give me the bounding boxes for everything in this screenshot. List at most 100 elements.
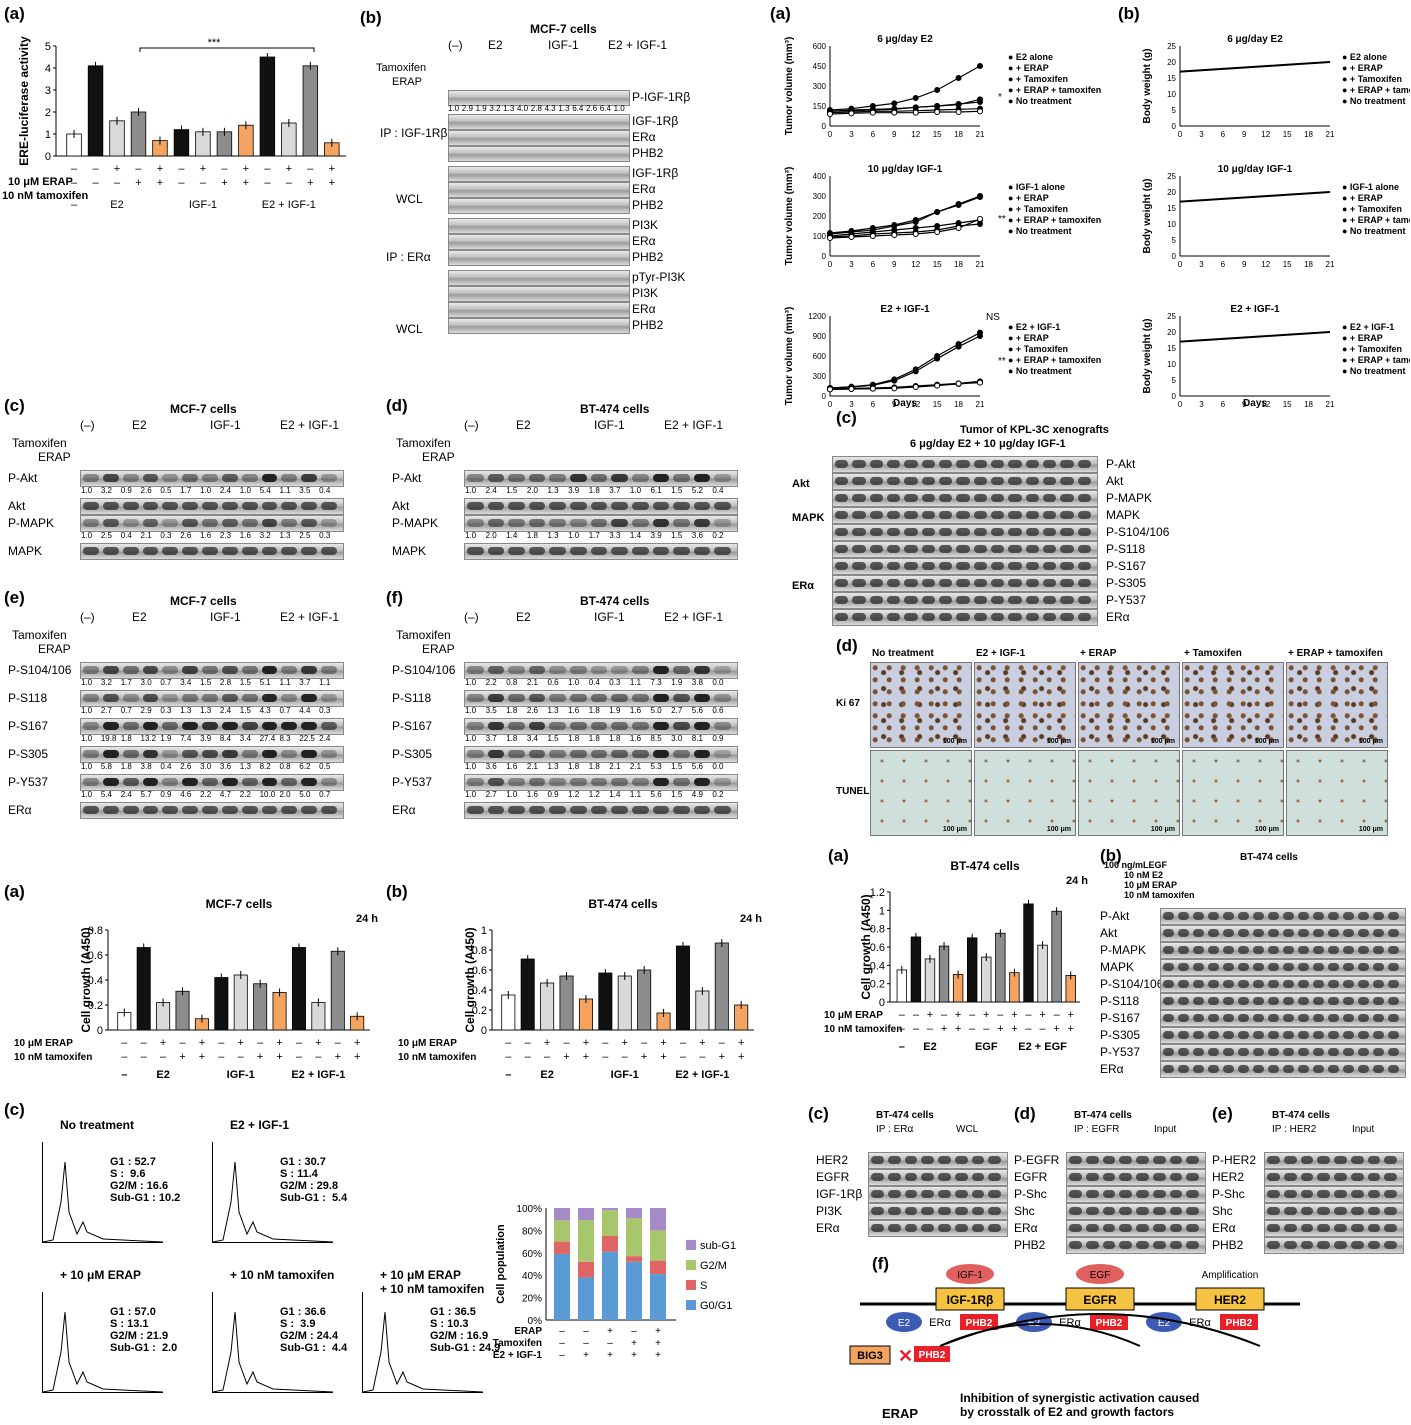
band <box>83 474 99 482</box>
quant-value: 1.1 <box>629 790 642 799</box>
y-axis-label: Cell growth (A450) <box>859 894 873 999</box>
band <box>1193 1014 1204 1022</box>
sign: + <box>738 1051 744 1063</box>
sign: + <box>641 1051 647 1063</box>
band-label: Akt <box>1100 926 1118 940</box>
band-label: P-HER2 <box>1212 1153 1257 1167</box>
quant-value: 1.3 <box>239 762 251 771</box>
band <box>673 694 690 702</box>
sign: – <box>141 1037 148 1049</box>
quant-value: 1.5 <box>239 678 251 687</box>
band <box>611 694 628 702</box>
band-label: P-S167 <box>1100 1011 1141 1025</box>
band <box>221 474 238 482</box>
blot-strip <box>448 182 630 198</box>
blot-strip <box>1264 1186 1404 1203</box>
blot-group-header: (–) E2 IGF-1 E2 + IGF-1 <box>464 418 724 432</box>
band <box>142 666 159 674</box>
band <box>1102 1224 1116 1232</box>
band <box>1268 963 1279 971</box>
band <box>1223 963 1234 971</box>
x-tick-label: 3 <box>849 260 854 269</box>
band-label: P-S167 <box>392 719 433 733</box>
bar <box>272 992 287 1031</box>
band <box>1223 1048 1234 1056</box>
sig-label: *** <box>208 37 222 49</box>
y-tick-label: 2 <box>45 107 51 119</box>
band <box>1077 545 1091 553</box>
band <box>142 722 159 730</box>
band <box>652 666 670 674</box>
blot-strip <box>448 218 630 234</box>
flow-stat: G1 : 36.6 <box>280 1306 326 1318</box>
group-label: E2 <box>516 610 531 624</box>
band <box>939 596 953 604</box>
data-point <box>869 385 876 392</box>
legend-swatch <box>686 1240 696 1250</box>
blot-strip <box>868 1203 1008 1220</box>
band <box>904 562 918 570</box>
flow-stat: G1 : 52.7 <box>110 1156 156 1168</box>
band <box>988 1190 1001 1198</box>
band <box>1152 1241 1166 1249</box>
band <box>1267 1190 1280 1198</box>
band <box>673 547 690 555</box>
quant-value: 1.0 <box>81 531 93 540</box>
receptor-box <box>935 1287 1005 1311</box>
band <box>508 806 525 814</box>
quant-value: 6.2 <box>299 762 311 771</box>
quant-value: 1.5 <box>506 486 518 495</box>
blot-row: P-S118 <box>832 541 1172 558</box>
band <box>1283 912 1294 920</box>
blot-strip <box>448 166 630 182</box>
sign: – <box>238 1051 245 1063</box>
quant-value: 1.0 <box>465 678 477 687</box>
y-tick-label: 0.8 <box>88 925 103 937</box>
band <box>549 502 567 510</box>
chart-title: BT-474 cells <box>588 897 658 911</box>
band <box>973 545 987 553</box>
band <box>1334 1224 1347 1232</box>
quant-value: 0.2 <box>712 790 724 799</box>
bw-title: 6 μg/day E2 <box>1227 34 1283 45</box>
blot-strip <box>832 592 1098 609</box>
band <box>939 528 953 536</box>
band <box>714 778 731 786</box>
flow-title: + 10 μM ERAP + 10 nM tamoxifen <box>380 1268 485 1296</box>
sign: – <box>641 1037 648 1049</box>
input-label: Input <box>1352 1124 1375 1135</box>
band <box>162 806 179 814</box>
blot-strip <box>448 318 630 334</box>
bw-x-tick: 15 <box>1283 400 1292 409</box>
band <box>1208 963 1219 971</box>
band-label: ERα <box>632 234 656 248</box>
band-label: ERα <box>816 1221 840 1235</box>
blot-strip <box>464 515 738 532</box>
band <box>887 1224 901 1232</box>
band <box>1238 1065 1249 1073</box>
sign: – <box>307 163 314 175</box>
blot-strip <box>80 774 344 791</box>
band <box>1119 1173 1132 1181</box>
blot-ip-egfr: BT-474 cells IP : EGFR Input P-EGFR EGFR P-Sh… <box>1014 1110 1210 1254</box>
band <box>1060 613 1074 621</box>
data-point <box>977 221 983 227</box>
data-point <box>848 228 855 234</box>
band <box>1300 1190 1314 1198</box>
y-tick-label: 0.8 <box>870 924 885 936</box>
quant-value: 0.8 <box>279 762 291 771</box>
quant-value: 3.3 <box>609 531 621 540</box>
band <box>673 722 690 730</box>
band <box>835 494 849 502</box>
quant-value: 4.9 <box>691 790 703 799</box>
band <box>590 722 608 730</box>
bw-x-tick: 21 <box>1326 130 1335 139</box>
band-label: P-S118 <box>1106 542 1146 556</box>
band <box>122 502 139 510</box>
quant-value: 3.2 <box>100 486 112 495</box>
quant-value: 8.2 <box>259 762 271 771</box>
blot-b-wcl1: WCL <box>396 192 423 206</box>
band <box>714 694 731 702</box>
band <box>102 547 119 555</box>
group-label: IGF-1 <box>594 610 625 624</box>
